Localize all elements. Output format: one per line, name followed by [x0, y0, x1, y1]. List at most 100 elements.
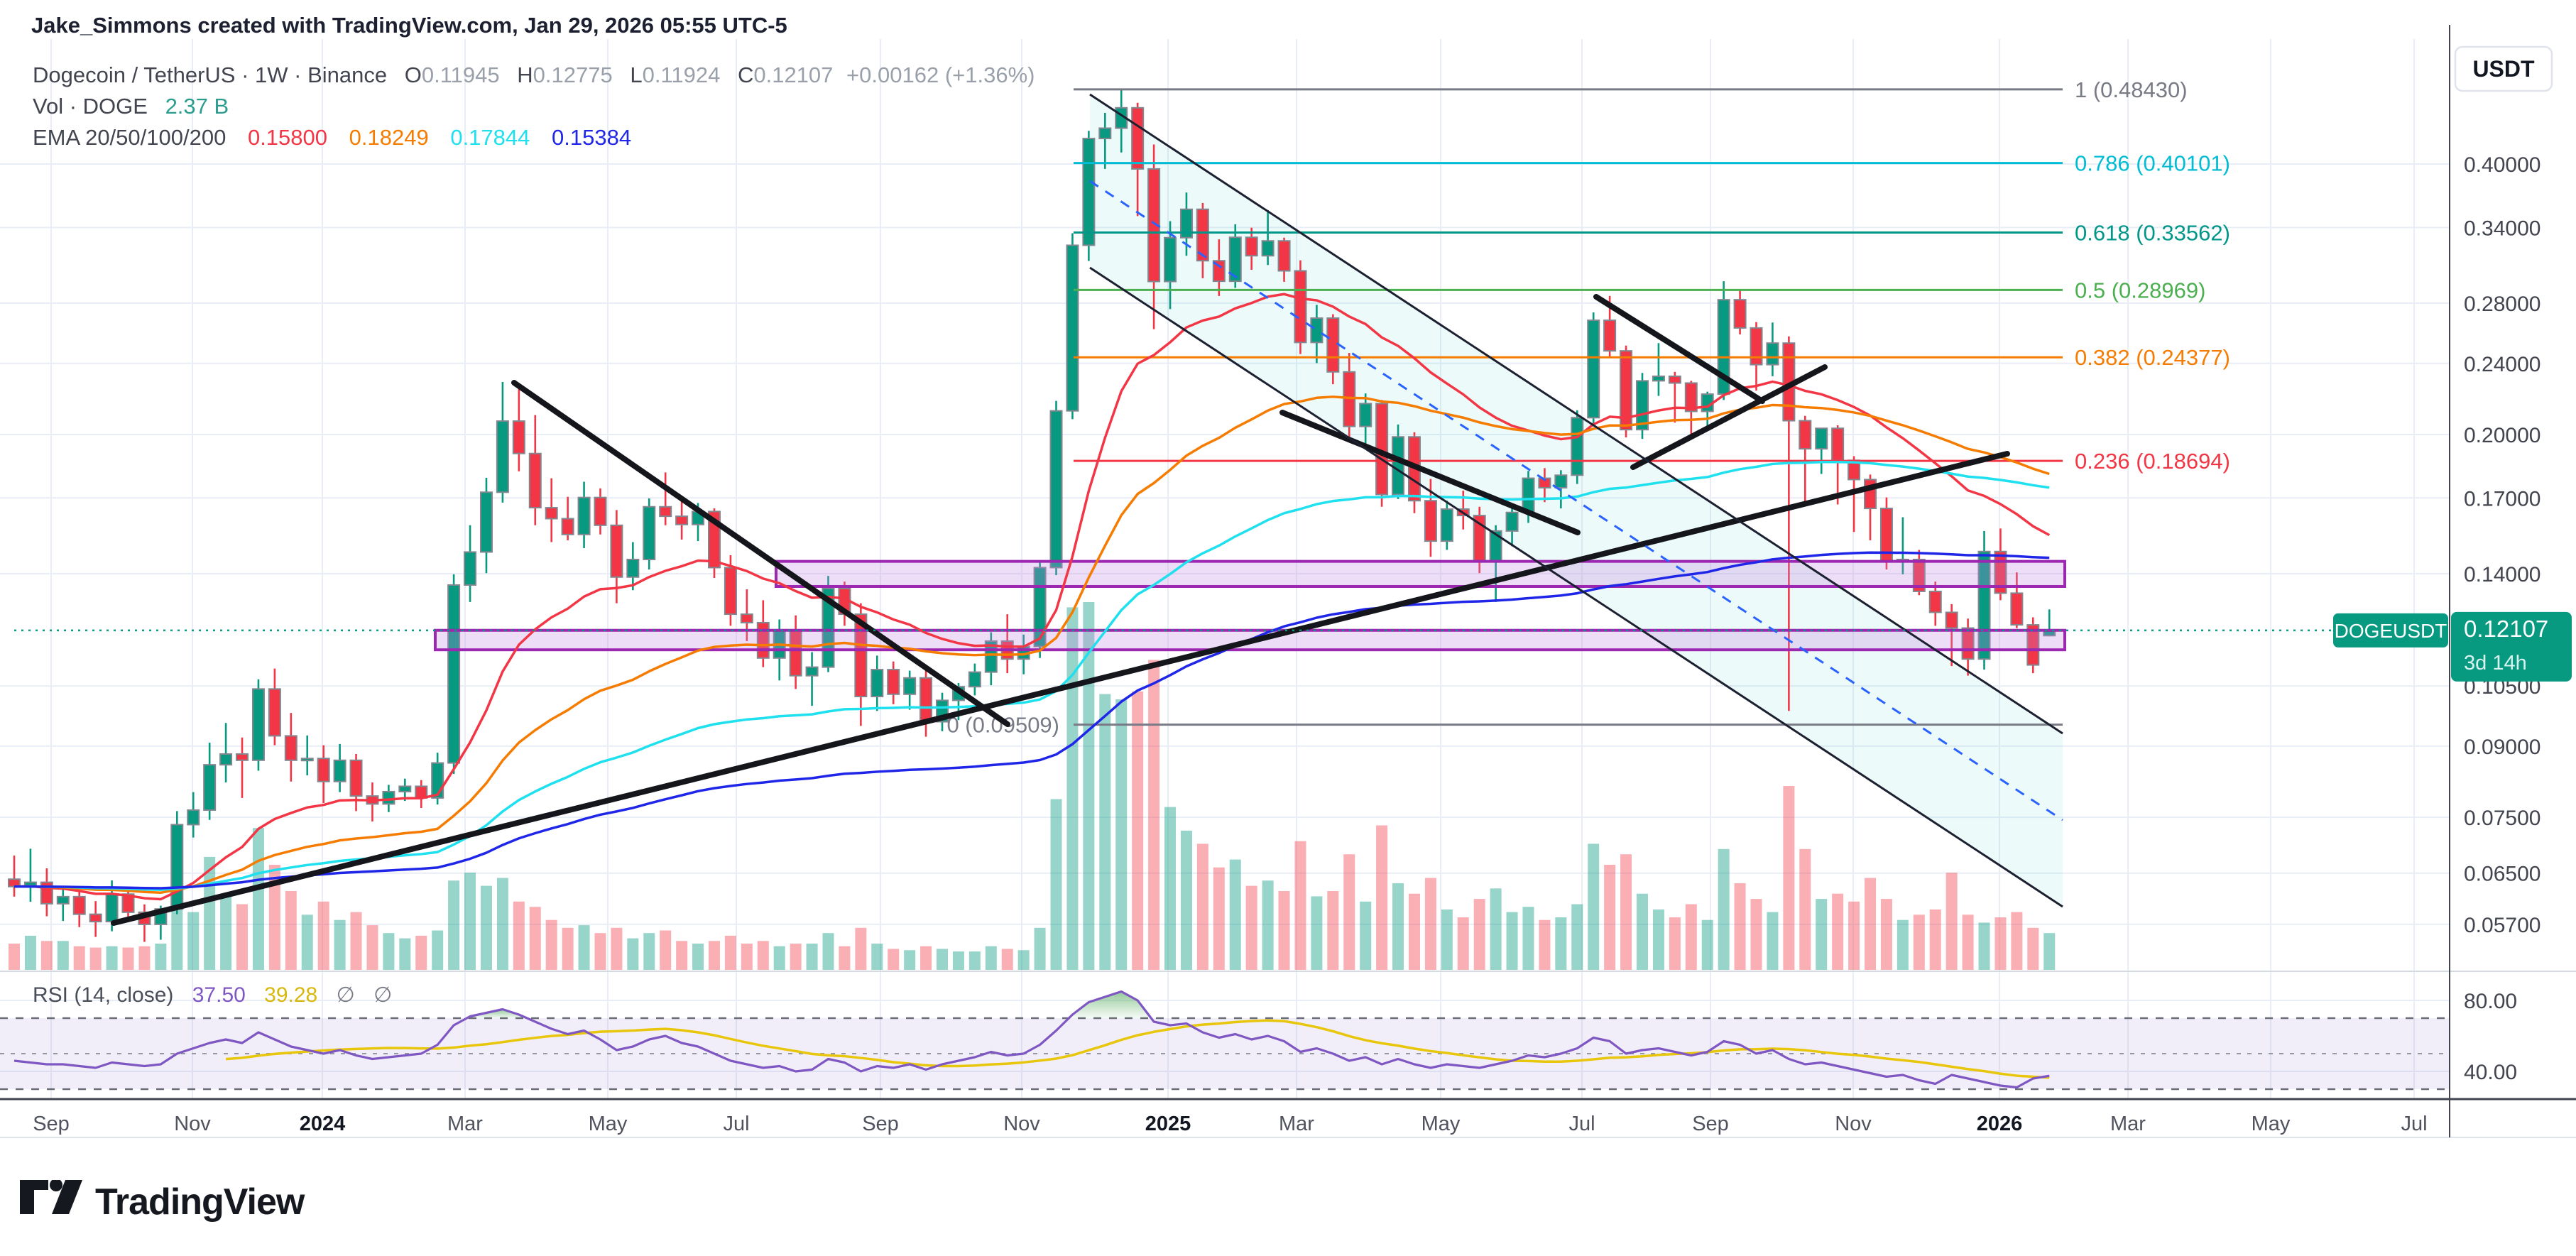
rsi-empty-icon-2: ∅: [373, 983, 393, 1007]
candle-body: [659, 506, 672, 518]
volume-bar: [106, 946, 118, 970]
candle-body: [1668, 375, 1681, 384]
volume-bar: [1799, 848, 1811, 970]
volume-bar: [920, 946, 932, 970]
fib-label: 0.382 (0.24377): [2075, 345, 2230, 370]
volume-bar: [317, 901, 329, 970]
candle-body: [251, 688, 265, 761]
trendline-descending-2024-peak: [511, 380, 1010, 727]
candle-body: [1652, 375, 1665, 382]
channel-lower-line: [1089, 266, 2063, 908]
volume-bar: [301, 914, 313, 970]
price-scale[interactable]: 0.40000 0.34000 0.28000 0.24000 0.20000 0.170…: [2454, 45, 2553, 937]
candle-body: [577, 496, 591, 535]
rsi-value: 37.50: [192, 983, 246, 1007]
volume-bar: [968, 951, 981, 970]
fib-label: 0.618 (0.33562): [2075, 220, 2230, 245]
volume-bar: [1945, 873, 1958, 970]
volume-bar: [839, 946, 851, 970]
candle-body: [1277, 240, 1291, 272]
trendline-long-ascending-support: [111, 451, 2010, 926]
candle-body: [1766, 342, 1779, 366]
volume-bar: [529, 907, 541, 970]
candle-body: [72, 895, 86, 915]
trendline-descending-2025: [1279, 410, 1581, 535]
candle-body: [1228, 236, 1242, 283]
volume-bar: [904, 950, 916, 970]
volume-bar: [806, 944, 818, 970]
candle-body: [1977, 550, 1991, 660]
tradingview-logo-text: TradingView: [95, 1181, 305, 1223]
time-scale[interactable]: Sep Nov 2024 Mar May Jul Sep Nov 2025 Mar May Jul Se…: [33, 1113, 2427, 1135]
volume-bar: [1913, 914, 1925, 970]
candle-body: [1164, 236, 1177, 283]
volume-bar: [1637, 893, 1648, 970]
candle-body: [1473, 515, 1486, 562]
tradingview-logo[interactable]: TradingView: [20, 1180, 305, 1224]
volume-bar: [562, 927, 574, 970]
volume-bar: [9, 944, 20, 970]
candle-body: [805, 666, 819, 677]
rsi-scale[interactable]: 80.00 40.00: [2464, 990, 2517, 1084]
volume-bar: [1278, 891, 1290, 970]
volume-bar: [40, 941, 53, 970]
symbol-title[interactable]: Dogecoin / TetherUS · 1W · Binance: [33, 62, 388, 87]
volume-bar: [1066, 607, 1079, 970]
candle-body: [382, 790, 395, 805]
ema-100-line: [13, 460, 2050, 891]
time-tick-month: Sep: [1692, 1113, 1729, 1135]
candle-body: [1310, 317, 1324, 344]
currency-button[interactable]: USDT: [2454, 45, 2553, 92]
volume-bar: [155, 944, 167, 970]
candle-body: [1326, 317, 1340, 373]
time-tick-year: 2026: [1977, 1113, 2023, 1135]
volume-legend[interactable]: Vol · DOGE 2.37 B: [33, 94, 229, 119]
ema200-value: 0.15384: [552, 125, 632, 150]
volume-bar: [773, 946, 785, 970]
volume-bar: [1262, 880, 1274, 970]
volume-bar: [448, 880, 460, 970]
volume-bar: [1473, 899, 1485, 970]
price-tag-value-box: [2451, 611, 2572, 682]
candle-body: [561, 518, 574, 535]
volume-bar: [855, 927, 867, 970]
volume-bar: [1196, 843, 1208, 970]
volume-bar: [1685, 904, 1697, 970]
candle-body: [822, 587, 835, 668]
price-tick-label: 0.40000: [2464, 153, 2540, 177]
candle-body: [1392, 436, 1405, 496]
volume-bar: [790, 944, 802, 970]
volume-bar: [1392, 883, 1404, 970]
candle-body: [1603, 320, 1617, 352]
candle-body: [1261, 240, 1275, 257]
volume-bar: [1701, 919, 1713, 970]
fib-label: 0.786 (0.40101): [2075, 151, 2230, 176]
candle-body: [1359, 403, 1372, 427]
candle-body: [268, 688, 281, 737]
fib-label: 1 (0.48430): [2075, 77, 2188, 102]
candle-body: [1538, 477, 1551, 488]
candle-body: [1961, 627, 1975, 660]
volume-bar: [1929, 909, 1941, 970]
rsi-legend[interactable]: RSI (14, close) 37.50 39.28 ∅ ∅: [33, 983, 392, 1007]
candle-body: [447, 584, 461, 764]
volume-bar: [2027, 927, 2039, 970]
volume-bar: [187, 912, 200, 970]
ema-legend[interactable]: EMA 20/50/100/200 0.15800 0.18249 0.1784…: [33, 125, 631, 151]
time-tick-month: Sep: [33, 1113, 70, 1135]
time-tick-month: Nov: [1835, 1113, 1872, 1135]
close-label: C: [737, 62, 754, 87]
price-tag-value: 0.12107: [2464, 616, 2548, 642]
candle-body: [968, 671, 981, 688]
rsi-ma-value: 39.28: [264, 983, 318, 1007]
volume-bar: [578, 925, 590, 970]
time-tick-month: Nov: [1003, 1113, 1040, 1135]
volume-bar: [1750, 899, 1762, 970]
time-tick-year: 2024: [300, 1113, 346, 1135]
volume-bar: [1490, 888, 1502, 970]
symbol-legend[interactable]: Dogecoin / TetherUS · 1W · Binance O0.11…: [33, 62, 1035, 88]
volume-bar: [464, 873, 476, 970]
volume-bar: [1652, 909, 1664, 970]
